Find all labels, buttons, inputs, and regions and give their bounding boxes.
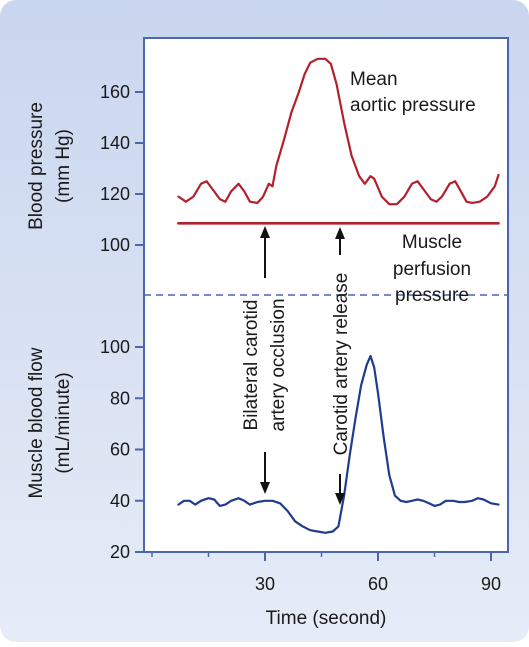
y-axis-label-flow: Muscle blood flow (mL/minute): [26, 347, 74, 498]
release-arrow-down-head: [335, 493, 345, 505]
y-tick-label-pressure-140: 140: [100, 133, 130, 153]
occlusion-annotation-line1: Bilateral carotid: [241, 300, 262, 431]
label-muscle-perfusion-pressure-line2: perfusion: [393, 259, 471, 280]
release-annotation: Carotid artery release: [331, 273, 352, 456]
label-mean-aortic-pressure: Mean aortic pressure: [350, 69, 476, 116]
y-tick-label-pressure-160: 160: [100, 82, 130, 102]
x-tick-label-90: 90: [481, 574, 501, 594]
x-axis-label: Time (second): [266, 608, 387, 629]
y-tick-label-flow-20: 20: [110, 542, 130, 562]
y-tick-label-pressure-100: 100: [100, 235, 130, 255]
x-tick-label-30: 30: [255, 574, 275, 594]
series-layer: [177, 57, 500, 534]
occlusion-annotation-line2: artery occlusion: [268, 298, 289, 431]
label-muscle-perfusion-pressure-line1: Muscle: [402, 232, 462, 253]
occlusion-arrow-down-head: [260, 482, 270, 494]
y-axis-label-pressure-line2: (mm Hg): [53, 129, 74, 203]
series-mean-aortic-pressure: [177, 57, 500, 206]
ticks-layer: 100 120 140 160 20 40 60 80 100 30 60 90: [100, 82, 501, 594]
y-tick-label-flow-100: 100: [100, 337, 130, 357]
y-tick-label-flow-60: 60: [110, 440, 130, 460]
y-tick-label-flow-40: 40: [110, 491, 130, 511]
y-axis-label-flow-line2: (mL/minute): [53, 372, 74, 473]
y-axis-label-pressure-line1: Blood pressure: [26, 102, 47, 230]
label-mean-aortic-pressure-line2: aortic pressure: [350, 95, 476, 116]
occlusion-arrows: [260, 226, 270, 494]
series-muscle-blood-flow: [177, 354, 500, 534]
label-muscle-perfusion-pressure: Muscle perfusion pressure: [393, 232, 471, 306]
release-arrow-up-head: [335, 227, 345, 239]
x-tick-label-60: 60: [368, 574, 388, 594]
release-arrows: [335, 227, 345, 505]
y-tick-label-flow-80: 80: [110, 388, 130, 408]
y-axis-label-pressure: Blood pressure (mm Hg): [26, 102, 74, 230]
y-axis-label-flow-line1: Muscle blood flow: [26, 347, 47, 498]
label-muscle-perfusion-pressure-line3: pressure: [395, 285, 469, 306]
y-tick-label-pressure-120: 120: [100, 184, 130, 204]
occlusion-arrow-up-head: [260, 226, 270, 238]
label-mean-aortic-pressure-line1: Mean: [350, 69, 398, 90]
